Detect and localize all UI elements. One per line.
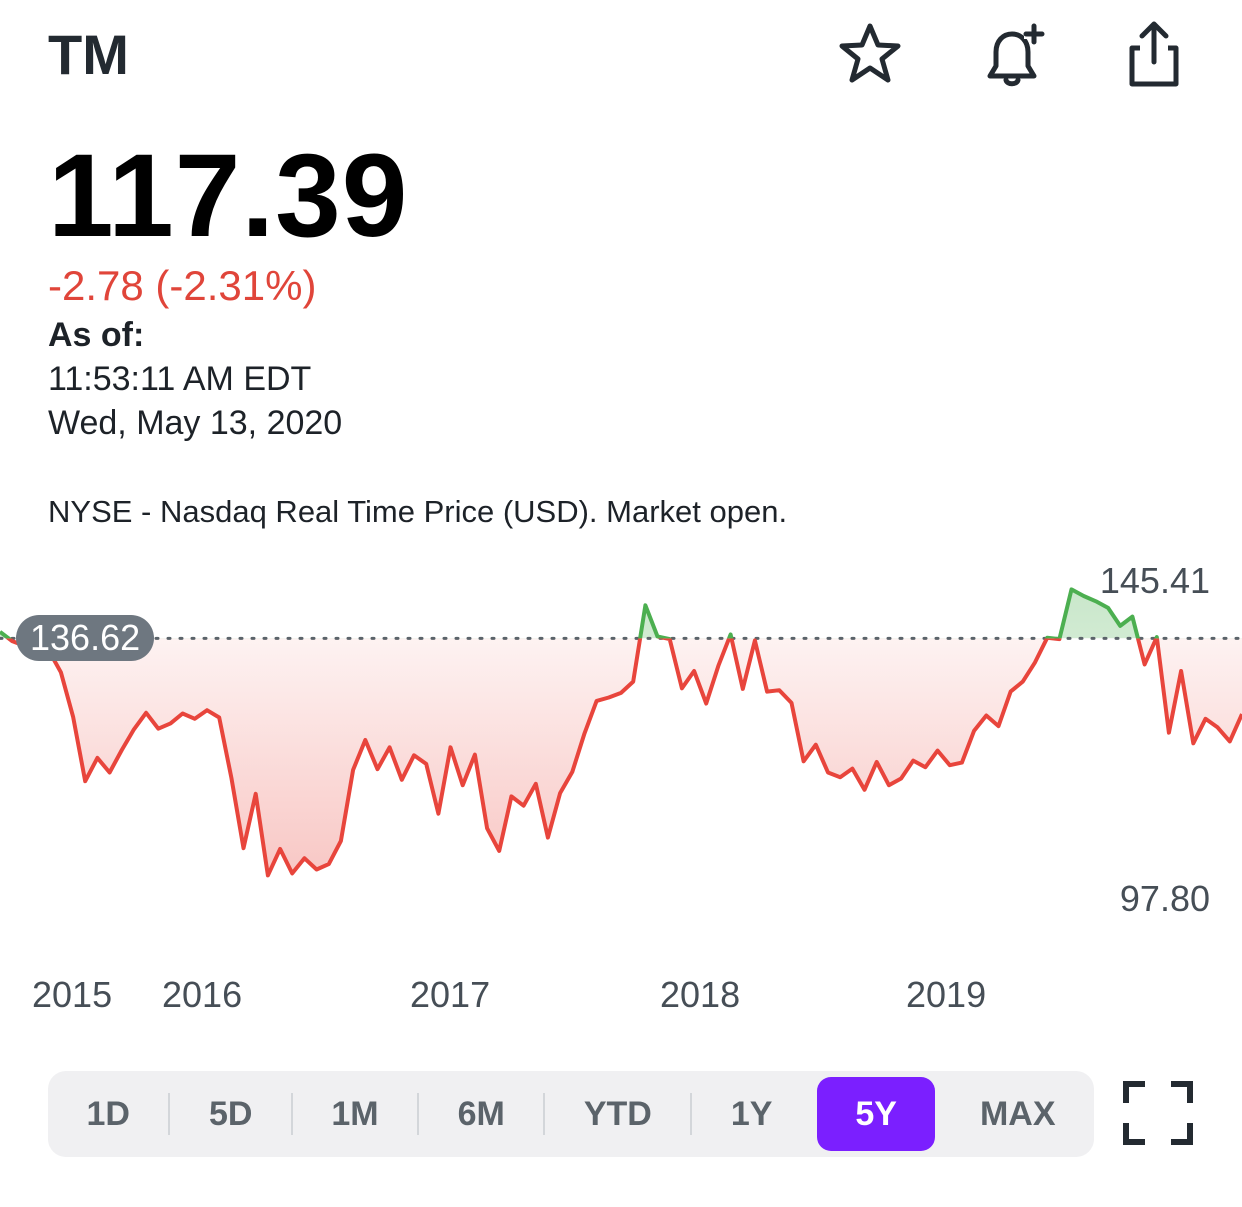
chart-area-above (0, 589, 1242, 639)
price-chart[interactable] (0, 560, 1242, 960)
star-icon[interactable] (834, 18, 906, 90)
range-option-ytd[interactable]: YTD (583, 1094, 652, 1133)
chart-low-label: 97.80 (1119, 878, 1210, 919)
x-tick-label: 2015 (32, 974, 113, 1015)
range-option-5y[interactable]: 5Y (816, 1077, 936, 1151)
as-of-time: 11:53:11 AM EDT (48, 360, 312, 398)
range-option-5d[interactable]: 5D (208, 1094, 253, 1133)
range-divider (543, 1093, 546, 1135)
range-option-1y[interactable]: 1Y (730, 1094, 773, 1133)
current-price: 117.39 (48, 130, 409, 262)
as-of-date: Wed, May 13, 2020 (48, 404, 343, 442)
price-line-above (0, 587, 1159, 639)
chart-area-below (8, 638, 1242, 876)
x-tick-label: 2017 (410, 974, 491, 1015)
bell-plus-icon[interactable] (976, 18, 1048, 90)
range-option-1d[interactable]: 1D (86, 1094, 130, 1133)
chart-high-label: 145.41 (1099, 560, 1210, 601)
range-divider (417, 1093, 420, 1135)
range-option-max[interactable]: MAX (979, 1094, 1056, 1133)
share-icon[interactable] (1118, 18, 1190, 90)
fullscreen-icon[interactable] (1120, 1078, 1196, 1148)
range-divider (690, 1093, 693, 1135)
price-line-below (5, 638, 1242, 878)
range-divider (290, 1093, 293, 1135)
market-status-note: NYSE - Nasdaq Real Time Price (USD). Mar… (48, 494, 788, 529)
range-option-6m[interactable]: 6M (457, 1094, 505, 1133)
ticker-symbol: TM (48, 23, 129, 86)
x-tick-label: 2018 (660, 974, 741, 1015)
range-divider (168, 1093, 171, 1135)
range-selector: 1D 5D 1M 6M YTD 1Y 5Y MAX (48, 1071, 1094, 1157)
range-option-1m[interactable]: 1M (331, 1094, 379, 1133)
x-tick-label: 2016 (162, 974, 243, 1015)
previous-close-badge: 136.62 (16, 615, 155, 661)
as-of-label: As of: (48, 316, 145, 354)
x-tick-label: 2019 (906, 974, 987, 1015)
price-change: -2.78 (-2.31%) (48, 262, 317, 309)
